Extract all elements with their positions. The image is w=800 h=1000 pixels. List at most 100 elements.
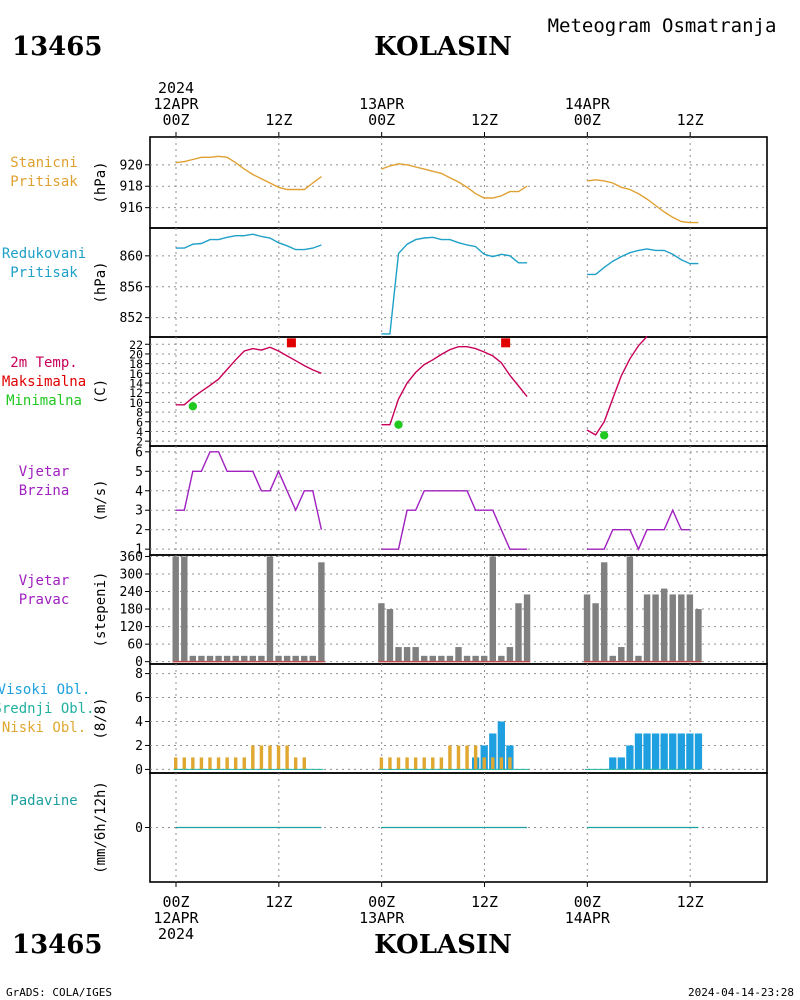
wind-direction-bar [275,655,282,662]
reduced-pressure-line [175,233,322,251]
cloud-bar-low [208,757,212,770]
wind-direction-bar [523,594,531,662]
cloud-bar-low [422,757,426,770]
y-tick-label: 6 [135,445,143,460]
y-tick-label: 6 [135,691,143,706]
wind-direction-bar [472,655,479,662]
y-tick-label: 180 [120,603,143,618]
wind-speed-line [175,451,323,530]
wind-direction-bar [480,655,488,662]
time-hour-label: 12Z [471,893,498,911]
station-pressure-line [175,155,322,191]
y-axis-label: (hPa) [93,261,109,303]
cloud-bar-low [173,757,178,770]
y-tick-label: 8 [136,406,143,420]
wind-direction-bar [455,647,462,662]
time-hour-label: 12Z [677,111,704,129]
credit-text: GrADS: COLA/IGES [6,986,112,999]
temperature-line [381,346,528,426]
wind-direction-bar [489,556,496,662]
y-tick-label: 14 [129,377,143,391]
y-tick-label: 0 [135,655,143,670]
cloud-bar-low [413,757,418,770]
panel-label: 2m Temp. [10,355,77,371]
cloud-bar-low [225,757,229,770]
cloud-bar-low [216,757,221,770]
panel-label: Maksimalna [2,374,86,390]
cloud-bar-high [643,733,651,770]
cloud-bar-high [677,733,685,770]
wind-direction-bar [172,556,179,662]
cloud-bar-low [473,745,478,770]
y-tick-label: 10 [129,396,143,410]
cloud-bar-low [293,757,298,770]
y-tick-label: 8 [135,667,143,682]
wind-direction-bar [438,655,445,662]
y-axis-label: (C) [93,379,109,404]
wind-direction-bar [446,655,454,662]
cloud-bar-low [285,745,289,770]
wind-direction-bar [258,655,265,662]
y-tick-label: 300 [120,567,143,582]
y-tick-label: 2 [135,739,143,754]
wind-direction-bar [463,655,471,662]
wind-direction-bar [232,655,239,662]
wind-direction-bar [506,647,514,662]
y-tick-label: 360 [120,550,143,565]
wind-direction-bar [386,609,394,662]
time-hour-label: 12Z [265,111,292,129]
cloud-bar-high [669,733,677,770]
cloud-bar-low [491,757,495,770]
cloud-bar-low [465,745,469,770]
cloud-bar-high [609,757,617,770]
y-tick-label: 0 [135,821,143,836]
wind-direction-bar [660,588,668,662]
wind-direction-bar [652,594,659,662]
temperature-line [175,346,322,406]
y-tick-label: 4 [135,715,143,730]
wind-direction-bar [592,603,599,662]
panel-label: Brzina [19,483,70,499]
wind-direction-bar [249,655,257,662]
footer-station-id: 13465 [12,930,102,960]
cloud-bar-low [405,757,409,770]
cloud-bar-low [499,757,504,770]
y-tick-label: 4 [135,484,143,499]
wind-direction-bar [241,655,248,662]
wind-direction-bar [412,647,419,662]
panel-wind-speed: 6 5 4 3 2 1 (m/s) Vjetar Brzina [19,445,768,558]
wind-direction-bar [669,594,676,662]
cloud-bar-high [686,733,694,770]
wind-direction-bar [378,603,385,662]
y-tick-label: 860 [120,249,143,264]
panel-label: Visoki Obl. [0,682,90,698]
wind-direction-bar [498,655,505,662]
panel-label: Srednji Obl. [0,701,95,717]
station-id: 13465 [12,32,102,62]
panel-precipitation: 0 (mm/6h/12h) Padavine [10,772,768,883]
cloud-bar-low [199,757,204,770]
panel-label: Pritisak [10,174,78,190]
cloud-bar-high [497,721,505,770]
cloud-bar-low [456,745,461,770]
meteogram-subtitle: Meteogram Osmatranja [548,15,777,37]
wind-direction-bar [215,655,222,662]
time-date-label: 12APR [153,909,199,927]
wind-direction-bar [695,609,702,662]
cloud-bar-low [302,757,306,770]
cloud-bar-low [379,757,384,770]
wind-direction-bar [206,655,214,662]
cloud-bar-low [439,757,444,770]
time-hour-label: 00Z [368,111,395,129]
y-tick-label: 920 [120,158,143,173]
y-tick-label: 1 [135,543,143,558]
panel-label: Padavine [10,793,77,809]
timestamp-text: 2024-04-14-23:28 [688,986,794,999]
y-tick-label: 120 [120,620,143,635]
wind-direction-bar [429,655,437,662]
time-hour-label: 00Z [162,893,189,911]
panel-reduced-pressure: 860 856 852 (hPa) Redukovani Pritisak [2,227,768,338]
